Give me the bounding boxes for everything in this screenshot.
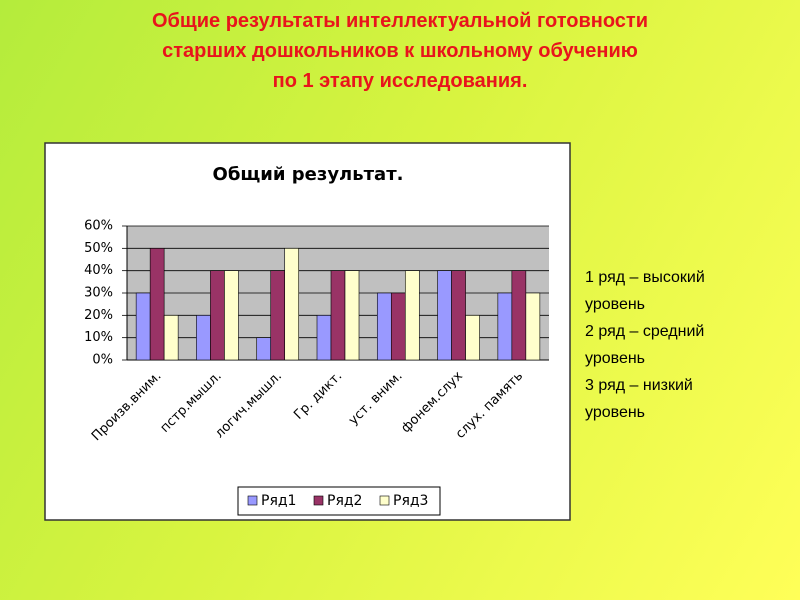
bar (284, 248, 300, 361)
bar (196, 315, 211, 361)
bar (451, 270, 466, 361)
bar (344, 270, 360, 361)
y-tick-label: 20% (84, 308, 113, 323)
slide-title: Общие результаты интеллектуальной готовн… (0, 6, 800, 96)
legend-swatch (313, 495, 324, 506)
note-line: 2 ряд – средний (585, 323, 705, 340)
bar (525, 292, 541, 361)
note-line: 1 ряд – высокий (585, 269, 705, 286)
note-line: уровень (585, 296, 646, 313)
bar (270, 270, 286, 361)
note-line: уровень (585, 350, 646, 367)
bar (256, 337, 272, 361)
legend-swatch (379, 495, 390, 506)
bar (149, 248, 165, 361)
bar (437, 270, 452, 361)
y-tick-label: 60% (84, 219, 113, 234)
legend-label: Ряд1 (261, 493, 296, 509)
title-line: по 1 этапу исследования. (272, 70, 528, 92)
bar (316, 315, 332, 361)
y-tick-label: 10% (84, 330, 113, 345)
legend-label: Ряд2 (327, 493, 362, 509)
y-tick-label: 30% (84, 286, 113, 301)
y-tick-label: 50% (84, 241, 113, 256)
legend-swatch (247, 495, 258, 506)
y-tick-label: 40% (84, 263, 113, 278)
title-line: старших дошкольников к школьному обучени… (162, 40, 638, 62)
bar (224, 270, 239, 361)
legend-box (237, 486, 441, 516)
bar (376, 292, 392, 361)
legend-label: Ряд3 (393, 493, 428, 509)
title-line: Общие результаты интеллектуальной готовн… (151, 10, 649, 32)
bar (497, 292, 513, 361)
bar (135, 292, 151, 361)
bar (390, 292, 406, 361)
note-line: 3 ряд – низкий (585, 377, 693, 394)
chart-title: Общий результат. (213, 164, 404, 185)
bar (511, 270, 527, 361)
y-tick-label: 0% (92, 353, 113, 368)
bar (465, 315, 480, 361)
bar (210, 270, 225, 361)
notes: 1 ряд – высокий уровень 2 ряд – средний … (585, 264, 705, 426)
bar (404, 270, 420, 361)
note-line: уровень (585, 404, 646, 421)
bar (163, 315, 179, 361)
bar (330, 270, 346, 361)
